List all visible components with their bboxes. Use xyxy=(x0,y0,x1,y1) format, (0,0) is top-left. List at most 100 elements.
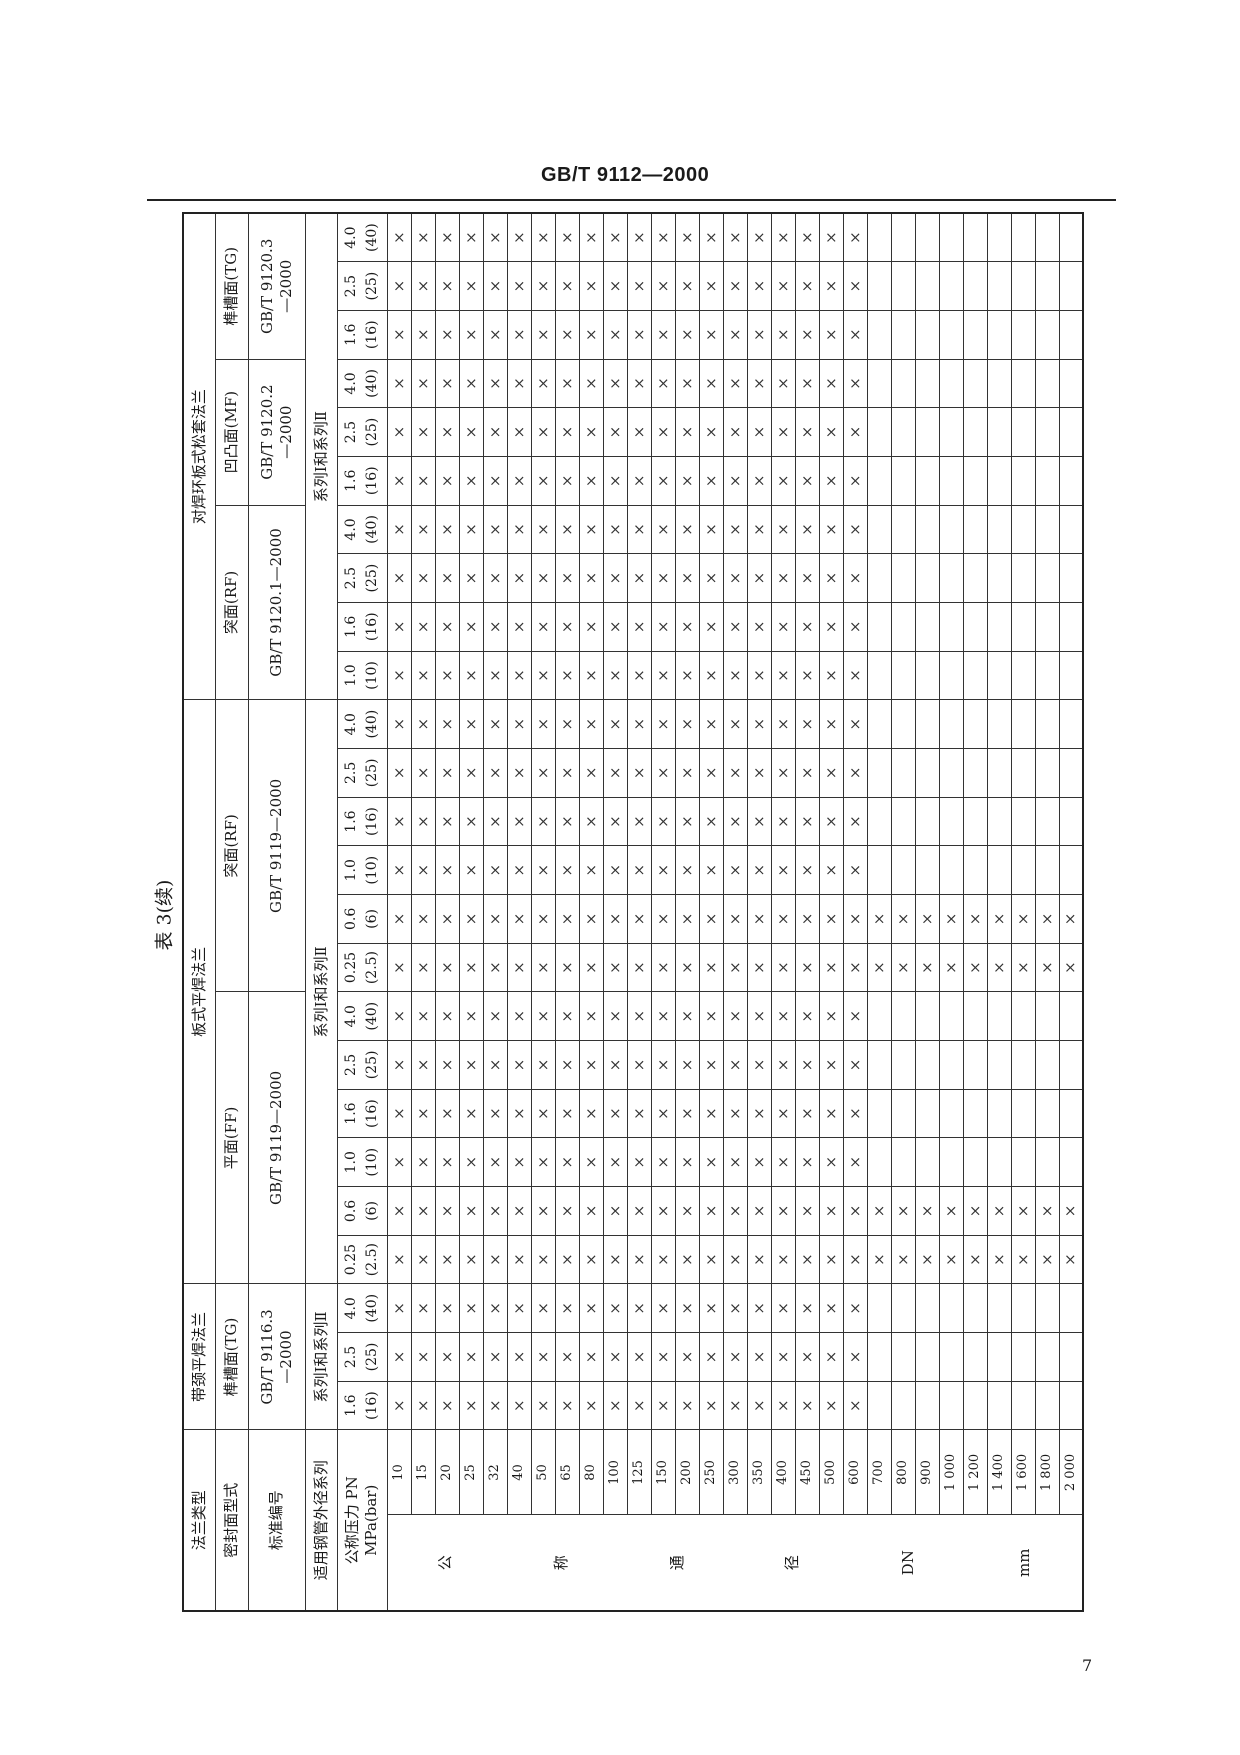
applicability-mark: × xyxy=(771,602,795,652)
pressure-header: 2.5 (25) xyxy=(337,1040,387,1090)
pressure-header: 1.6 (16) xyxy=(337,1381,387,1430)
applicability-mark: × xyxy=(867,1186,891,1236)
applicability-mark: × xyxy=(747,1137,771,1187)
pressure-header: 2.5 (25) xyxy=(337,553,387,603)
applicability-mark: × xyxy=(723,1040,747,1090)
applicability-mark: × xyxy=(579,1332,603,1382)
row-label-pressure: 公称压力 PN MPa(bar) xyxy=(337,1429,387,1611)
seal-face-header: 突面(RF) xyxy=(215,699,248,992)
applicability-mark: × xyxy=(387,651,411,700)
table-row: 65 × × × × × × × × × × × × × × × × × × × × × × × × × xyxy=(555,212,579,1611)
applicability-mark: × xyxy=(483,1186,507,1236)
pressure-bar: (6) xyxy=(364,1201,380,1221)
table-row: 1 000 × × × × xyxy=(939,212,963,1611)
applicability-mark: × xyxy=(555,651,579,700)
applicability-mark xyxy=(891,310,915,360)
applicability-mark xyxy=(1035,359,1059,408)
applicability-mark xyxy=(939,699,963,749)
applicability-mark: × xyxy=(843,1235,867,1284)
pressure-mpa: 2.5 xyxy=(343,420,359,444)
applicability-mark: × xyxy=(411,1332,435,1382)
header-row: 适用钢管外径系列 系列Ⅰ和系列Ⅱ 系列Ⅰ和系列Ⅱ 系列Ⅰ和系列Ⅱ xyxy=(305,212,337,1611)
applicability-mark: × xyxy=(555,359,579,408)
applicability-mark: × xyxy=(459,845,483,895)
applicability-mark xyxy=(891,553,915,603)
applicability-mark: × xyxy=(483,505,507,554)
applicability-mark xyxy=(963,748,987,798)
applicability-mark: × xyxy=(795,310,819,360)
applicability-mark: × xyxy=(771,1137,795,1187)
pressure-mpa: 0.25 xyxy=(343,1244,359,1276)
applicability-mark: × xyxy=(507,991,531,1041)
applicability-mark: × xyxy=(603,699,627,749)
applicability-mark: × xyxy=(579,1137,603,1187)
pressure-header: 1.6 (16) xyxy=(337,797,387,846)
applicability-mark: × xyxy=(675,699,699,749)
dn-value: 32 xyxy=(483,1429,507,1515)
applicability-mark: × xyxy=(843,407,867,457)
applicability-mark xyxy=(939,1283,963,1333)
row-label-pressure-line: MPa(bar) xyxy=(362,1484,380,1556)
applicability-mark: × xyxy=(867,1235,891,1284)
applicability-mark: × xyxy=(627,212,651,262)
pressure-bar: (2.5) xyxy=(364,950,380,985)
applicability-mark: × xyxy=(411,310,435,360)
applicability-mark xyxy=(963,602,987,652)
applicability-mark xyxy=(987,1137,1011,1187)
applicability-mark: × xyxy=(843,261,867,311)
row-label-standard: 标准编号 xyxy=(248,1429,305,1611)
standard-line: GB/T 9120.2 xyxy=(257,384,276,480)
applicability-mark: × xyxy=(843,359,867,408)
applicability-mark xyxy=(963,359,987,408)
applicability-mark: × xyxy=(747,651,771,700)
applicability-mark: × xyxy=(531,261,555,311)
applicability-mark: × xyxy=(459,797,483,846)
table-row: 200 × × × × × × × × × × × × × × × × × × × × × × × × × xyxy=(675,212,699,1611)
applicability-mark xyxy=(915,797,939,846)
applicability-mark: × xyxy=(483,553,507,603)
applicability-mark: × xyxy=(675,1332,699,1382)
applicability-mark: × xyxy=(795,407,819,457)
applicability-mark xyxy=(867,407,891,457)
applicability-mark: × xyxy=(723,651,747,700)
applicability-mark: × xyxy=(579,845,603,895)
applicability-mark: × xyxy=(507,553,531,603)
applicability-mark: × xyxy=(795,1332,819,1382)
applicability-mark xyxy=(1059,456,1083,506)
applicability-mark xyxy=(939,553,963,603)
applicability-mark xyxy=(1011,310,1035,360)
applicability-mark: × xyxy=(531,602,555,652)
applicability-mark: × xyxy=(411,894,435,944)
applicability-mark xyxy=(1035,797,1059,846)
applicability-mark: × xyxy=(507,1040,531,1090)
dn-label-part: DN xyxy=(899,1550,917,1576)
applicability-mark xyxy=(1011,748,1035,798)
row-label-flange-type: 法兰类型 xyxy=(183,1429,215,1611)
applicability-mark: × xyxy=(483,1283,507,1333)
dn-value: 1 200 xyxy=(963,1429,987,1515)
table-row: 500 × × × × × × × × × × × × × × × × × × × × × × × × × xyxy=(819,212,843,1611)
applicability-mark: × xyxy=(483,699,507,749)
applicability-mark xyxy=(987,310,1011,360)
applicability-mark: × xyxy=(651,894,675,944)
applicability-mark xyxy=(987,553,1011,603)
applicability-mark: × xyxy=(555,1235,579,1284)
applicability-mark: × xyxy=(603,1137,627,1187)
applicability-mark: × xyxy=(771,359,795,408)
applicability-mark: × xyxy=(435,1332,459,1382)
row-label-pressure-line: 公称压力 PN xyxy=(343,1476,362,1565)
applicability-mark: × xyxy=(579,310,603,360)
applicability-mark: × xyxy=(603,748,627,798)
applicability-mark xyxy=(891,602,915,652)
applicability-mark: × xyxy=(699,212,723,262)
applicability-mark: × xyxy=(411,943,435,992)
applicability-mark: × xyxy=(603,1381,627,1430)
seal-face-header: 榫槽面(TG) xyxy=(215,212,248,360)
applicability-mark: × xyxy=(819,1040,843,1090)
applicability-mark: × xyxy=(627,1137,651,1187)
applicability-mark: × xyxy=(507,1089,531,1138)
table-row: 900 × × × × xyxy=(915,212,939,1611)
applicability-mark: × xyxy=(435,1137,459,1187)
pressure-header: 0.25 (2.5) xyxy=(337,943,387,992)
applicability-mark: × xyxy=(579,651,603,700)
